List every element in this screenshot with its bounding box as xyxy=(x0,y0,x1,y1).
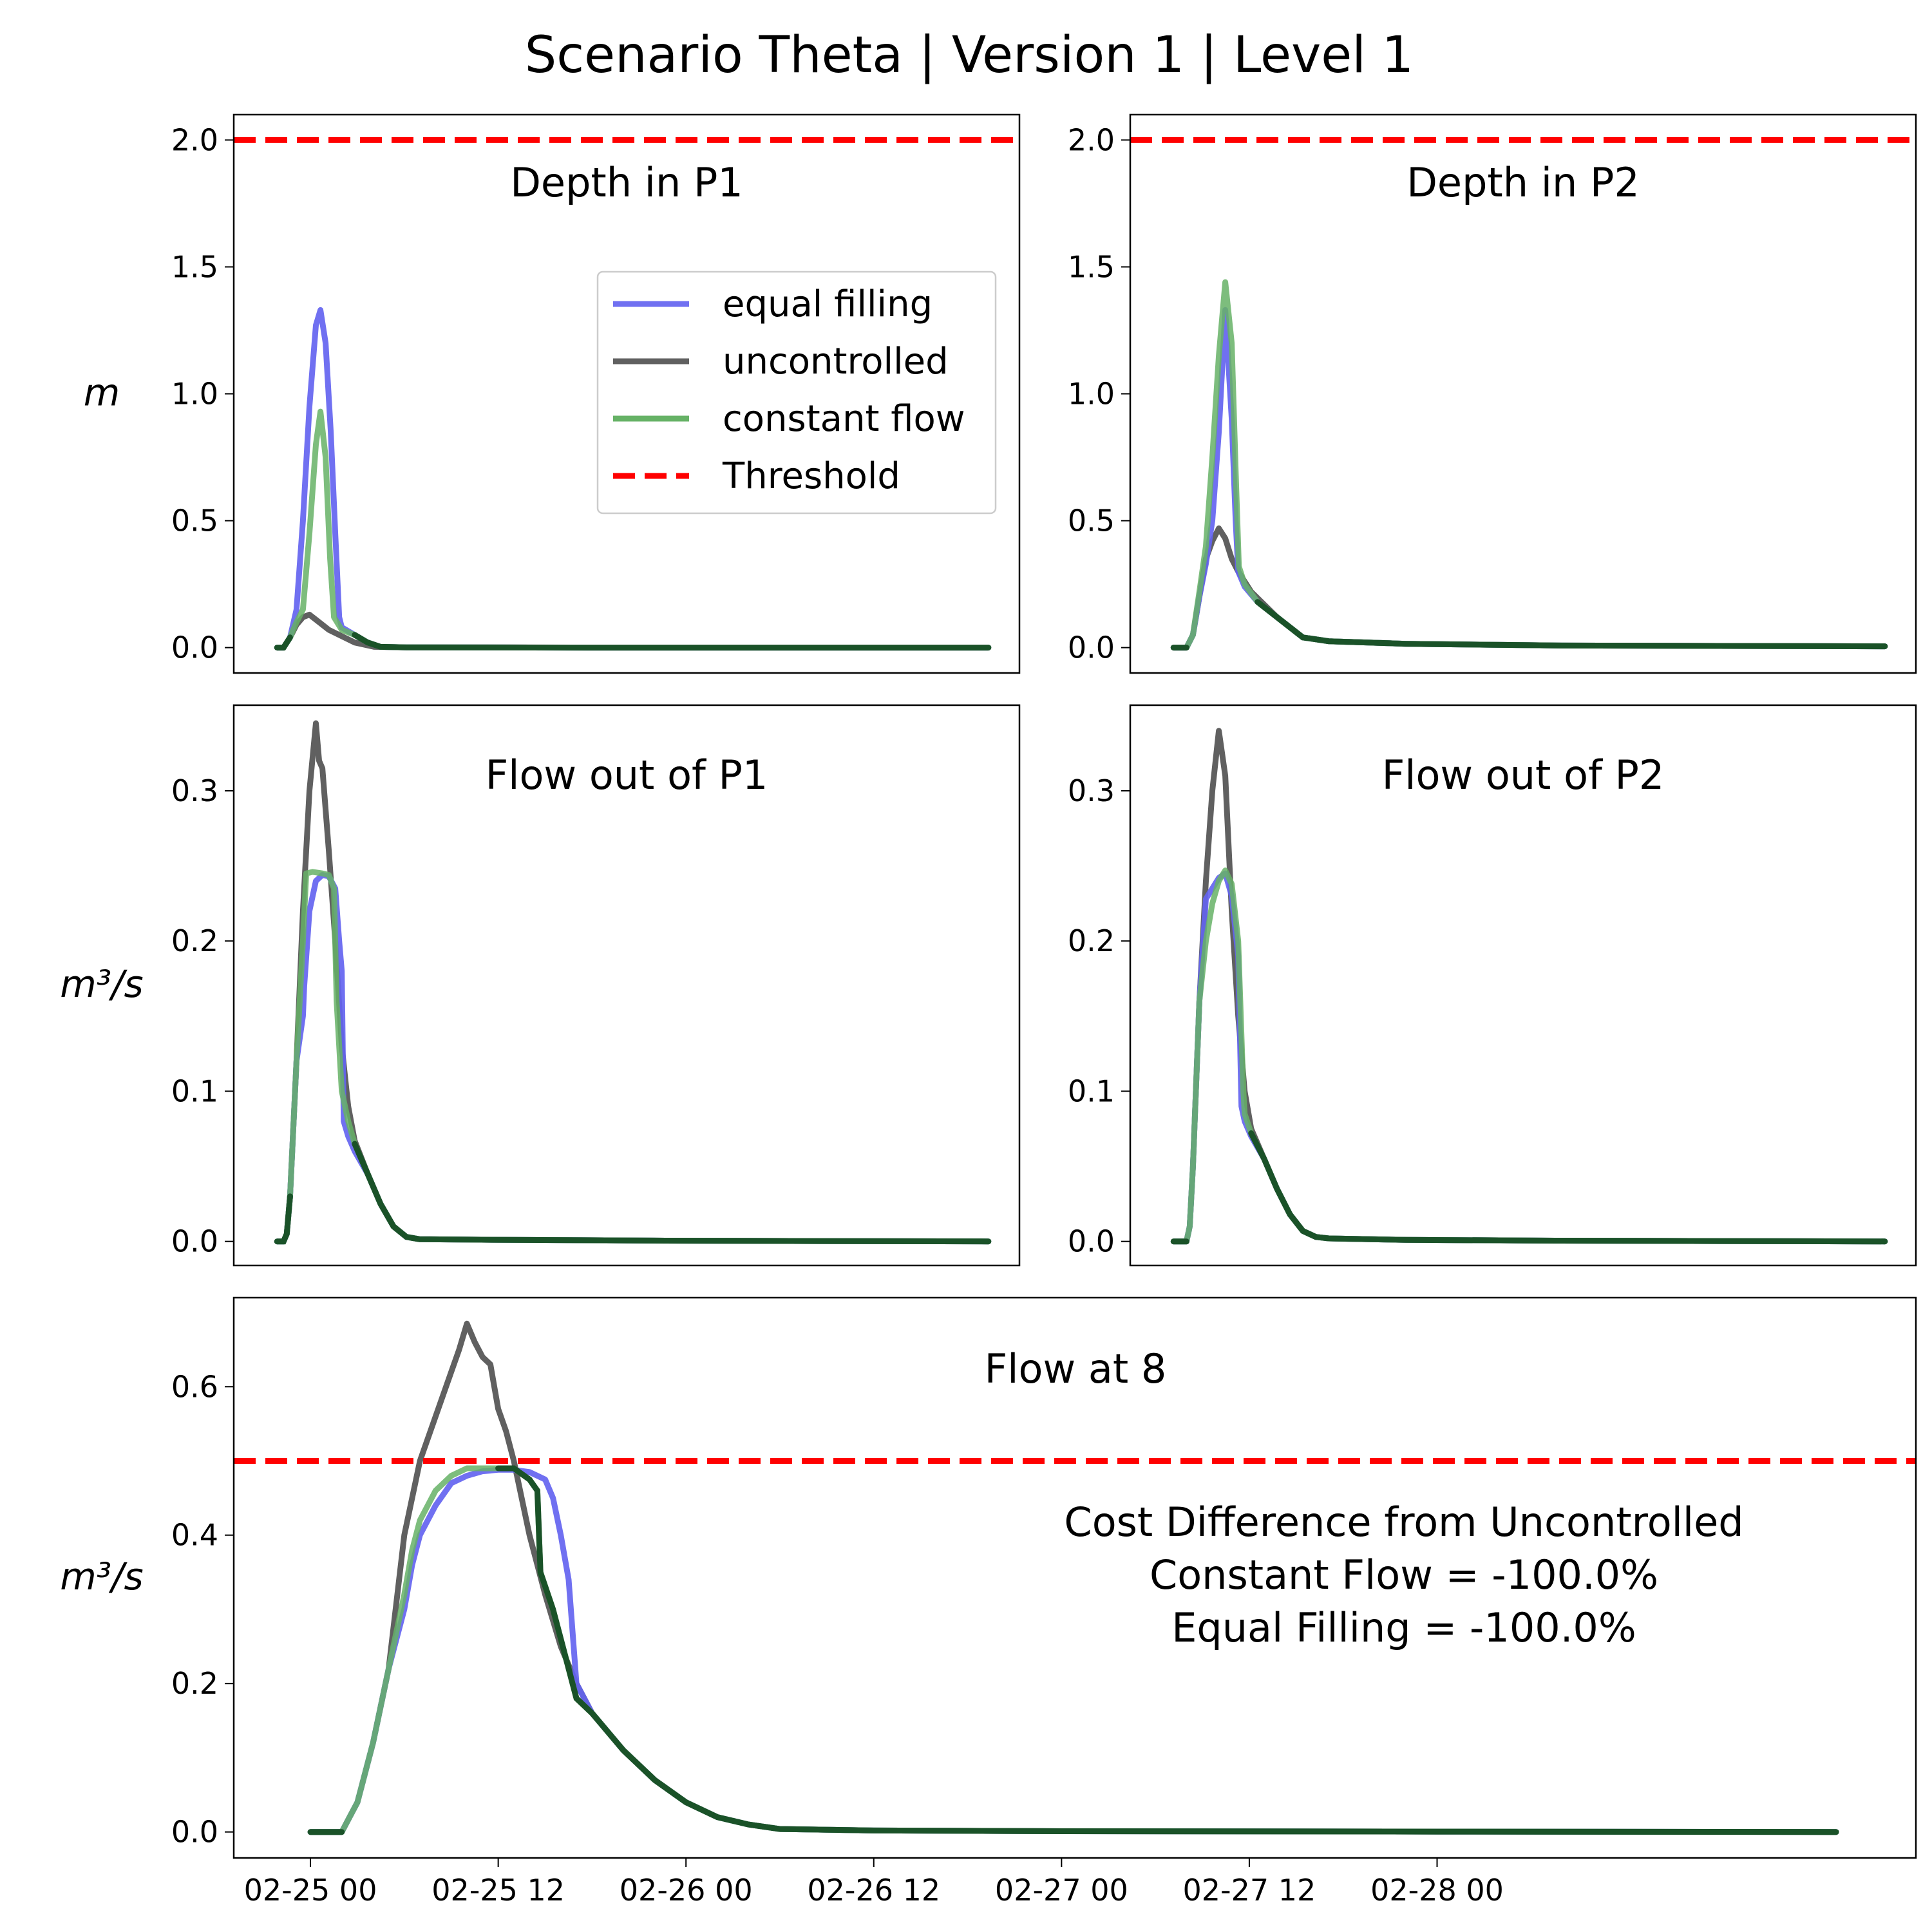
depth-p1-frame xyxy=(232,113,1021,674)
flow-8-frame xyxy=(232,1296,1917,1859)
flow-p1-ytick-label: 0.0 xyxy=(171,1224,218,1259)
depth-p2-constant-flow-line xyxy=(1170,279,1888,651)
depth-p1-ytick-label: 0.5 xyxy=(171,504,218,538)
flow-8-ytick-label: 0.0 xyxy=(171,1815,218,1850)
legend-box xyxy=(596,270,997,515)
cost-annotation-line: Equal Filling = -100.0% xyxy=(1171,1604,1636,1651)
flow-p1-ytick-label: 0.3 xyxy=(171,773,218,808)
x-tick-label: 02-27 00 xyxy=(995,1873,1128,1908)
x-tick-label: 02-27 12 xyxy=(1183,1873,1316,1908)
flow-p1-ytick-label: 0.1 xyxy=(171,1074,218,1108)
flow-p1-title: Flow out of P1 xyxy=(486,752,768,799)
depth-p1-title: Depth in P1 xyxy=(510,159,743,206)
flow-8-title: Flow at 8 xyxy=(985,1345,1167,1392)
flow-p1-constant-flow-line xyxy=(274,869,992,1245)
depth-p1-overlap-line xyxy=(352,632,992,651)
x-tick-label: 02-26 00 xyxy=(620,1873,753,1908)
flow-p2-title: Flow out of P2 xyxy=(1382,752,1665,799)
legend: equal filling uncontrolled constant flow Th… xyxy=(596,270,997,515)
flow-p1-uncontrolled-line xyxy=(274,720,992,1245)
cost-annotation-line: Cost Difference from Uncontrolled xyxy=(1064,1499,1743,1546)
x-tick-label: 02-26 12 xyxy=(807,1873,940,1908)
depth-p1-series-group xyxy=(274,307,992,651)
depth-p2-series-group xyxy=(1170,279,1888,651)
x-tick-label: 02-28 00 xyxy=(1370,1873,1504,1908)
flow-8-overlap-line xyxy=(495,1465,1839,1835)
legend-label-equal-filling: equal filling xyxy=(723,283,933,325)
depth-p2-ytick-label: 2.0 xyxy=(1068,122,1115,157)
flow-p2-uncontrolled-line xyxy=(1170,728,1888,1245)
flow-p2-panel: 0.0 0.1 0.2 0.3 Flow out of P2 xyxy=(1068,704,1917,1267)
flow-p2-ytick-label: 0.0 xyxy=(1068,1224,1115,1259)
depth-p2-overlap-line xyxy=(1255,599,1888,650)
flow-p1-panel: 0.0 0.1 0.2 0.3 m³/s Flow out of P1 xyxy=(60,704,1021,1267)
figure-title: Scenario Theta | Version 1 | Level 1 xyxy=(525,26,1414,84)
depth-p2-ytick-label: 1.5 xyxy=(1068,249,1115,284)
depth-p2-panel: 0.0 0.5 1.0 1.5 2.0 Depth in P2 xyxy=(1068,113,1917,674)
flow-p2-overlap-line xyxy=(1248,1130,1888,1245)
x-tick-label: 02-25 00 xyxy=(244,1873,377,1908)
flow-8-ylabel: m³/s xyxy=(60,1555,144,1598)
flow-p1-ytick-label: 0.2 xyxy=(171,923,218,958)
flow-p1-equal-filling-line xyxy=(274,872,992,1245)
flow-p1-overlap-start xyxy=(274,1193,293,1245)
flow-p2-series-group xyxy=(1170,728,1888,1245)
depth-p2-ytick-label: 0.0 xyxy=(1068,630,1115,665)
depth-p1-ytick-label: 1.5 xyxy=(171,249,218,284)
depth-p1-ylabel: m xyxy=(84,371,120,415)
depth-p1-ytick-label: 0.0 xyxy=(171,630,218,665)
depth-p2-ytick-label: 1.0 xyxy=(1068,377,1115,412)
depth-p2-ytick-label: 0.5 xyxy=(1068,504,1115,538)
flow-p1-overlap-line xyxy=(352,1141,992,1245)
flow-p1-ylabel: m³/s xyxy=(60,962,144,1006)
depth-p1-overlap-start xyxy=(274,634,293,651)
flow-p2-ytick-label: 0.1 xyxy=(1068,1074,1115,1108)
flow-8-series-group xyxy=(307,1320,1839,1835)
depth-p2-equal-filling-line xyxy=(1170,307,1888,651)
flow-8-panel: 0.0 0.2 0.4 0.6 m³/s Flow at 8 02-25 00 02-25 1… xyxy=(60,1296,1917,1908)
depth-p1-uncontrolled-line xyxy=(274,611,992,651)
flow-p2-ytick-label: 0.2 xyxy=(1068,923,1115,958)
legend-label-constant-flow: constant flow xyxy=(723,398,965,440)
depth-p2-title: Depth in P2 xyxy=(1406,159,1640,206)
flow-p2-frame xyxy=(1129,704,1917,1267)
depth-p1-panel: 0.0 0.5 1.0 1.5 2.0 m Depth in P1 equal filling… xyxy=(84,113,1021,674)
x-tick-label: 02-25 12 xyxy=(431,1873,565,1908)
flow-8-ytick-label: 0.2 xyxy=(171,1666,218,1701)
panels: 0.0 0.5 1.0 1.5 2.0 m Depth in P1 equal filling… xyxy=(60,113,1917,1908)
legend-label-uncontrolled: uncontrolled xyxy=(723,341,949,383)
flow-p1-frame xyxy=(232,704,1021,1267)
flow-8-ytick-label: 0.6 xyxy=(171,1369,218,1404)
cost-annotation-line: Constant Flow = -100.0% xyxy=(1150,1551,1658,1598)
flow-8-ytick-label: 0.4 xyxy=(171,1518,218,1553)
depth-p2-uncontrolled-line xyxy=(1170,525,1888,651)
legend-label-threshold: Threshold xyxy=(722,455,900,497)
flow-p1-series-group xyxy=(274,720,992,1245)
depth-p2-frame xyxy=(1129,113,1917,674)
depth-p1-ytick-label: 1.0 xyxy=(171,377,218,412)
depth-p1-ytick-label: 2.0 xyxy=(171,122,218,157)
flow-p2-constant-flow-line xyxy=(1170,867,1888,1245)
flow-p2-equal-filling-line xyxy=(1170,870,1888,1245)
flow-p2-ytick-label: 0.3 xyxy=(1068,773,1115,808)
